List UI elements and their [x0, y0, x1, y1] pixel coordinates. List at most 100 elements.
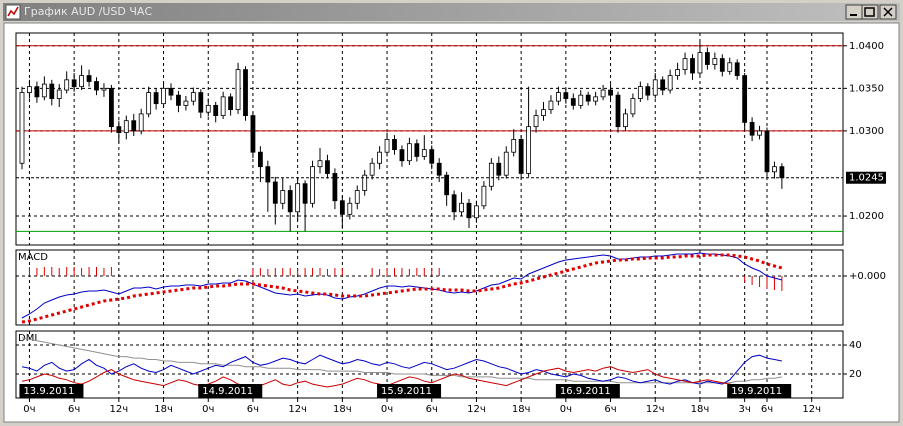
candle-body	[585, 94, 591, 102]
candle-body	[257, 151, 263, 168]
x-tick-label: 18ч	[333, 404, 352, 415]
candle-body	[34, 86, 40, 98]
x-tick-label: 0ч	[560, 404, 572, 415]
candle-body	[265, 166, 271, 183]
candle-body	[749, 121, 755, 136]
indicator-label: MACD	[18, 252, 48, 263]
candle-body	[608, 89, 613, 96]
candle-body	[630, 98, 636, 115]
candle-body	[176, 94, 181, 106]
panel-frame	[15, 32, 844, 246]
candle-body	[414, 143, 420, 157]
candle-body	[369, 162, 375, 176]
candle-body	[675, 69, 680, 76]
candle-body	[153, 92, 159, 105]
candle-body	[548, 100, 554, 111]
candle-body	[94, 81, 99, 91]
candle-body	[213, 104, 219, 116]
close-button[interactable]	[879, 4, 897, 20]
y-tick-label: 1.0400	[849, 41, 884, 52]
x-tick-label: 0ч	[202, 404, 214, 415]
last-price-label: 1.0245	[849, 173, 884, 184]
candle-body	[295, 183, 301, 213]
candle-body	[27, 86, 32, 93]
candle-body	[101, 87, 107, 91]
y-tick-label: 20	[849, 369, 862, 380]
candle-body	[228, 96, 234, 111]
candle-body	[399, 149, 405, 162]
candle-body	[697, 52, 703, 74]
maximize-button[interactable]	[861, 4, 879, 20]
x-tick-label: 6ч	[68, 404, 80, 415]
candle-body	[325, 160, 330, 174]
candle-body	[19, 92, 25, 164]
y-tick-label: 40	[849, 340, 862, 351]
candle-body	[466, 202, 472, 219]
last-price-box	[846, 171, 886, 184]
candle-body	[705, 52, 710, 65]
y-tick-label: +0.000	[849, 271, 886, 282]
date-label: 13.9.2011	[23, 386, 74, 397]
x-tick-label: 12ч	[802, 404, 821, 415]
candle-body	[392, 139, 397, 151]
date-label-box	[727, 384, 792, 398]
candle-body	[511, 139, 517, 153]
x-tick-label: 18ч	[691, 404, 710, 415]
x-tick-label: 12ч	[288, 404, 307, 415]
y-tick-label: 1.0300	[849, 126, 884, 137]
candle-body	[570, 98, 576, 106]
candle-body	[526, 126, 531, 174]
candle-body	[459, 202, 464, 213]
candle-body	[243, 69, 248, 116]
candle-body	[727, 62, 733, 72]
y-tick-label: 1.0350	[849, 83, 884, 94]
candle-body	[56, 89, 62, 99]
candle-body	[41, 83, 47, 98]
candle-body	[488, 162, 494, 187]
x-tick-label: 6ч	[604, 404, 616, 415]
candle-body	[146, 92, 152, 115]
candle-body	[64, 79, 70, 91]
candle-body	[772, 166, 777, 173]
candle-body	[250, 115, 256, 153]
candle-body	[503, 151, 509, 176]
candle-body	[123, 120, 129, 134]
x-tick-label: 0ч	[381, 404, 393, 415]
candle-body	[354, 190, 360, 204]
candle-body	[429, 149, 435, 164]
title-bar	[3, 3, 900, 21]
candle-body	[116, 126, 122, 134]
candle-body	[734, 62, 740, 76]
date-label: 19.9.2011	[731, 386, 782, 397]
candle-body	[406, 143, 412, 162]
y-tick-label: 1.0200	[849, 211, 884, 222]
x-tick-label: 6ч	[761, 404, 773, 415]
x-tick-label: 0ч	[23, 404, 35, 415]
candle-body	[444, 174, 450, 196]
candle-body	[578, 94, 584, 106]
candle-body	[541, 109, 546, 116]
candle-body	[302, 183, 308, 204]
candle-body	[436, 162, 442, 176]
x-tick-label: 12ч	[110, 404, 129, 415]
candle-body	[474, 205, 479, 219]
candle-body	[362, 174, 368, 191]
candle-body	[712, 58, 718, 65]
candle-body	[161, 87, 166, 105]
candle-body	[131, 120, 137, 132]
candle-body	[533, 115, 539, 128]
date-label: 14.9.2011	[202, 386, 253, 397]
minimize-button[interactable]	[845, 4, 863, 20]
indicator-line	[21, 366, 782, 392]
candle-body	[49, 83, 55, 99]
x-tick-label: 12ч	[467, 404, 486, 415]
candle-body	[757, 130, 762, 136]
candle-body	[623, 113, 628, 128]
candle-body	[339, 200, 345, 215]
candle-body	[272, 181, 278, 204]
candle-body	[742, 75, 748, 123]
indicator-line	[21, 354, 782, 385]
candle-body	[71, 79, 77, 88]
date-label: 16.9.2011	[560, 386, 611, 397]
